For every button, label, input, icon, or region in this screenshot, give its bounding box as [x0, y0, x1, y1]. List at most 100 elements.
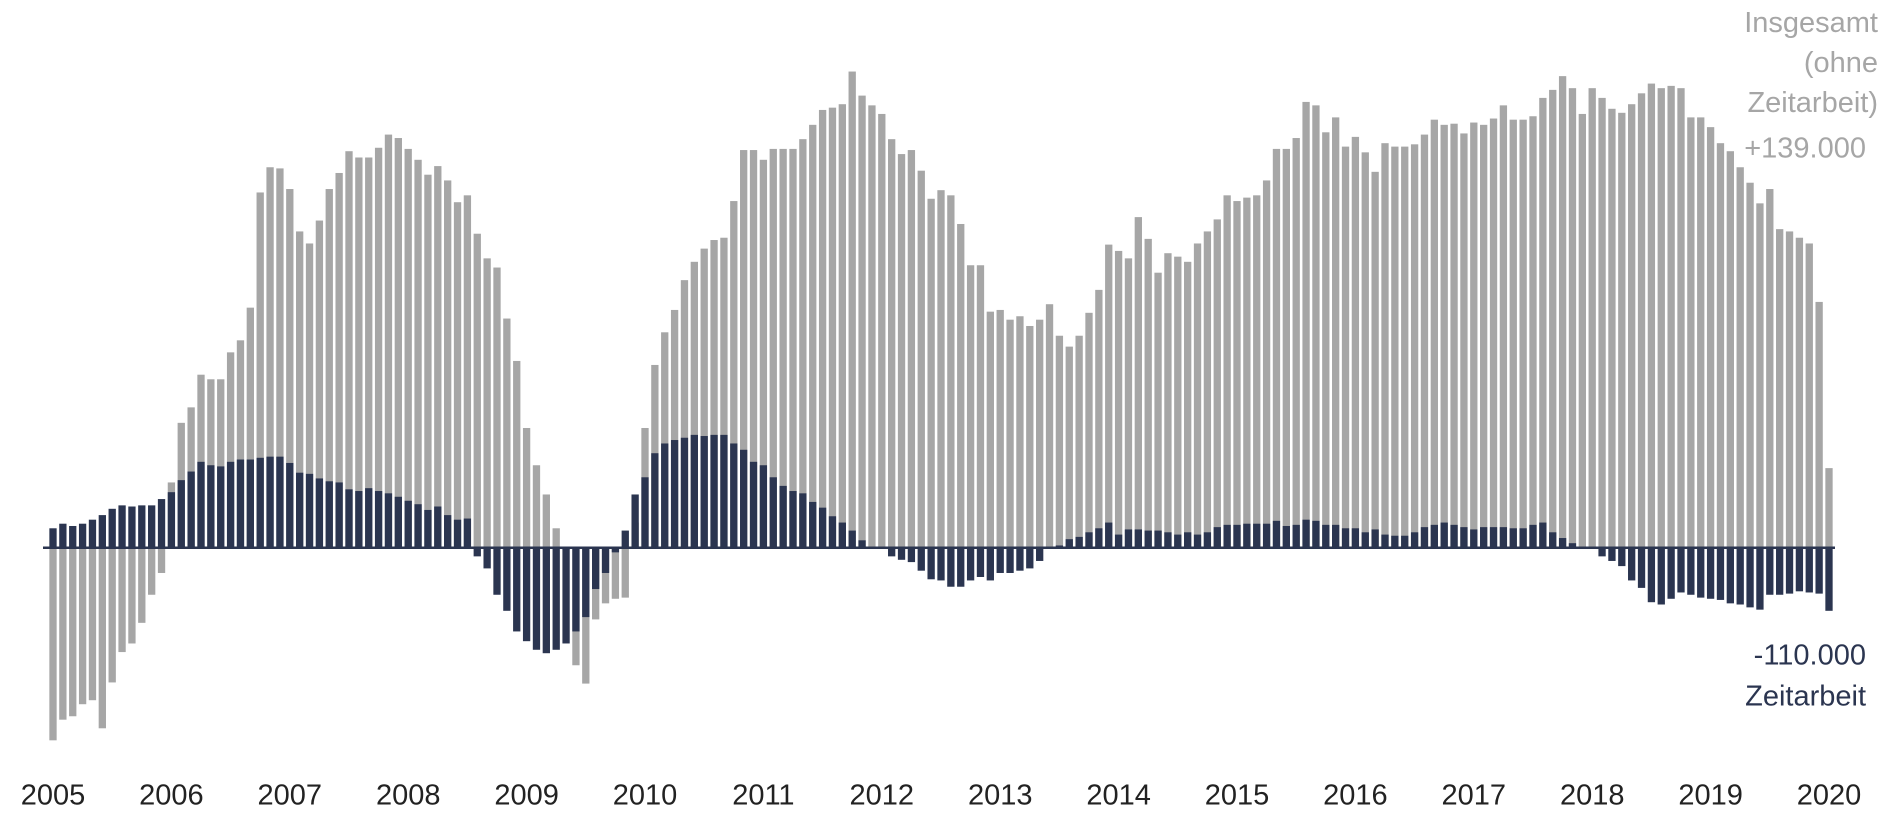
bar	[98, 515, 106, 548]
bar	[1341, 146, 1350, 548]
bar	[1460, 133, 1468, 548]
bar	[217, 379, 225, 548]
bar	[424, 174, 432, 548]
x-tick-label: 2007	[258, 780, 323, 812]
bar	[848, 71, 856, 548]
bar	[1184, 532, 1192, 548]
bar	[1016, 547, 1024, 571]
bar	[197, 461, 205, 548]
bar	[799, 493, 807, 548]
bar	[1539, 97, 1547, 548]
bar	[552, 547, 560, 650]
bar	[1499, 527, 1508, 548]
bar	[138, 505, 146, 548]
bar	[1489, 118, 1498, 548]
bar	[493, 547, 501, 595]
bar	[1460, 527, 1468, 548]
bar	[818, 109, 827, 548]
bar	[276, 168, 284, 548]
bar	[207, 379, 215, 548]
bar	[1361, 532, 1369, 548]
bar	[907, 150, 916, 548]
bar	[453, 202, 462, 548]
bar	[1085, 312, 1093, 548]
x-tick-label: 2008	[376, 780, 441, 812]
bar	[108, 508, 116, 548]
bar	[1420, 134, 1429, 548]
bar	[1608, 547, 1616, 561]
bar	[1302, 101, 1310, 548]
bar	[503, 318, 511, 548]
bar	[1558, 538, 1567, 548]
bar	[1341, 528, 1350, 548]
bar	[108, 547, 116, 683]
bar	[1154, 530, 1162, 548]
bar	[1795, 237, 1804, 548]
bar	[1282, 525, 1290, 548]
bar	[1766, 189, 1774, 548]
bar	[1657, 547, 1665, 605]
bar	[552, 528, 560, 548]
bar	[1805, 547, 1813, 593]
bar	[167, 492, 176, 548]
bar	[1558, 76, 1567, 548]
bar	[1144, 530, 1152, 548]
bar	[1598, 547, 1606, 557]
bar	[670, 309, 679, 548]
bar	[1105, 522, 1113, 548]
bar	[1312, 105, 1320, 548]
bar	[996, 547, 1004, 573]
bar	[444, 515, 452, 548]
bar	[1677, 547, 1685, 593]
bar	[1371, 529, 1379, 548]
bar	[1499, 105, 1508, 548]
bar	[522, 547, 531, 642]
bar	[789, 148, 797, 548]
bar	[1262, 180, 1271, 548]
bar	[483, 547, 491, 569]
bar	[78, 523, 87, 548]
value-label: +139.000	[1744, 133, 1866, 165]
bar	[1628, 547, 1636, 581]
bar	[1095, 528, 1103, 548]
bar	[1085, 532, 1093, 548]
x-tick-label: 2020	[1797, 780, 1862, 812]
x-tick-label: 2009	[494, 780, 559, 812]
bar	[888, 547, 896, 557]
bar	[680, 437, 689, 548]
bar	[749, 150, 758, 548]
bar	[1036, 319, 1044, 548]
bar	[1470, 529, 1478, 548]
bar	[1391, 535, 1399, 548]
bar	[1776, 547, 1784, 595]
bar	[404, 148, 412, 548]
bar	[582, 547, 590, 618]
bar	[937, 547, 945, 581]
bar	[473, 233, 481, 548]
bar	[710, 240, 718, 548]
bar	[453, 519, 462, 548]
bar	[1065, 539, 1073, 548]
bar	[1124, 529, 1133, 548]
bar	[286, 462, 294, 548]
bar	[1785, 231, 1794, 548]
bar	[1529, 116, 1537, 548]
bar	[315, 220, 324, 548]
bar	[1687, 547, 1695, 595]
bar	[592, 547, 600, 590]
bar	[1253, 523, 1261, 548]
x-tick-label: 2015	[1205, 780, 1270, 812]
bar	[1006, 547, 1014, 573]
bar	[1351, 528, 1360, 548]
bar	[858, 95, 866, 548]
bar	[59, 523, 67, 548]
bar	[927, 547, 935, 580]
bar	[1430, 524, 1438, 548]
bar	[897, 547, 906, 560]
bar	[1154, 272, 1162, 548]
bar	[1381, 534, 1389, 548]
bar	[1628, 104, 1636, 548]
bar	[957, 547, 965, 587]
bar	[226, 461, 235, 548]
bar	[1726, 151, 1734, 548]
